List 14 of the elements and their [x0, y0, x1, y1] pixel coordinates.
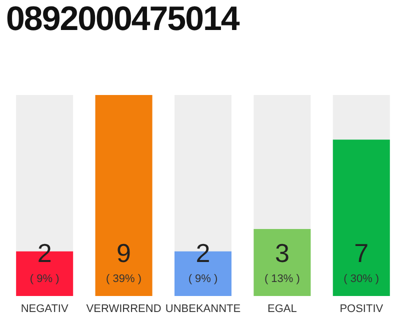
x-tick-label: EGAL — [268, 302, 297, 315]
annotation: ( 39% ) — [106, 273, 142, 285]
x-tick-label: VERWIRREND — [86, 302, 162, 315]
x-tick-label: POSITIV — [340, 302, 384, 315]
data-label: 7 — [354, 238, 369, 268]
x-tick-label: UNBEKANNTE — [165, 302, 241, 315]
annotation: ( 13% ) — [264, 273, 300, 285]
data-label: 3 — [274, 238, 290, 268]
annotation: ( 9% ) — [188, 273, 218, 285]
chart-title: 0892000475014 — [6, 0, 239, 39]
annotation: ( 9% ) — [30, 273, 60, 285]
annotation: ( 30% ) — [344, 273, 380, 285]
x-tick-label: NEGATIV — [20, 302, 69, 315]
data-label: 9 — [116, 238, 132, 268]
